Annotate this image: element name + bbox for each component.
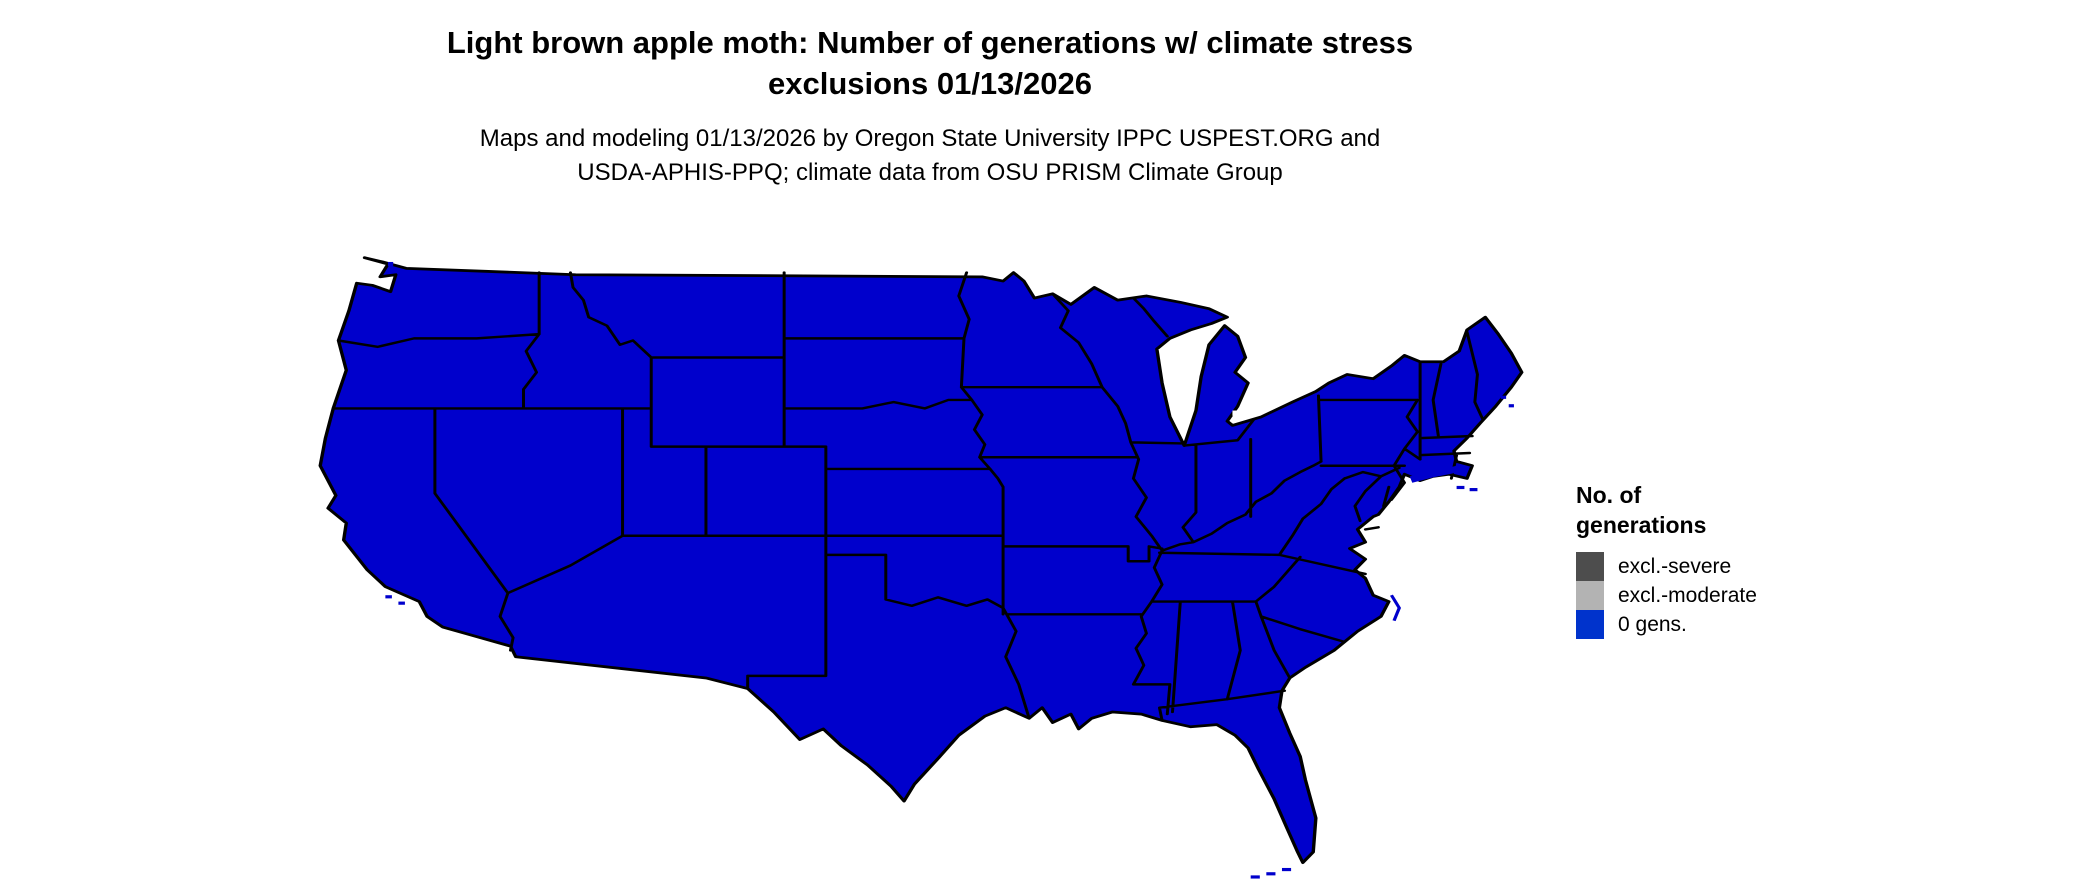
- legend-swatch-excl-moderate: [1576, 581, 1604, 610]
- title-line-1: Light brown apple moth: Number of genera…: [446, 25, 1414, 60]
- us-generations-map: [315, 228, 1540, 886]
- title-line-2: exclusions 01/13/2026: [767, 66, 1092, 101]
- page-subtitle: Maps and modeling 01/13/2026 by Oregon S…: [0, 122, 1860, 190]
- maine-coast-island-1: [1500, 395, 1507, 399]
- us-outline-shape: [318, 256, 1524, 865]
- page-title: Light brown apple moth: Number of genera…: [0, 22, 1860, 104]
- us-map-svg: [318, 256, 1524, 879]
- san-juan-islands: [387, 261, 394, 267]
- subtitle-line-2: USDA-APHIS-PPQ; climate data from OSU PR…: [577, 159, 1283, 186]
- legend-title-line-2: generations: [1576, 512, 1707, 538]
- florida-keys-island-3: [1250, 875, 1260, 879]
- legend-swatch-0-gens: [1576, 610, 1604, 639]
- legend-label-0-gens: 0 gens.: [1618, 612, 1687, 636]
- legend-item-excl-moderate: excl.-moderate: [1576, 581, 1757, 610]
- florida-keys-island-1: [1281, 867, 1292, 872]
- legend-title-line-1: No. of: [1576, 482, 1642, 508]
- maine-coast-island-2: [1508, 404, 1514, 408]
- legend-swatch-excl-severe: [1576, 552, 1604, 581]
- nantucket-island: [1469, 488, 1478, 492]
- map-headings: Light brown apple moth: Number of genera…: [0, 0, 1860, 190]
- outer-banks-island: [1389, 594, 1402, 622]
- marthas-vineyard-island: [1456, 485, 1465, 490]
- legend-label-excl-severe: excl.-severe: [1618, 554, 1732, 578]
- legend-title: No. of generations: [1576, 480, 1757, 540]
- channel-islands-2: [398, 601, 405, 605]
- florida-keys-island-2: [1266, 872, 1276, 876]
- lake-st-clair: [1232, 410, 1239, 416]
- legend-label-excl-moderate: excl.-moderate: [1618, 583, 1757, 607]
- legend-item-excl-severe: excl.-severe: [1576, 552, 1757, 581]
- map-legend: No. of generations excl.-severe excl.-mo…: [1576, 480, 1757, 639]
- channel-islands-1: [385, 595, 392, 599]
- long-island-shape: [1409, 465, 1460, 483]
- subtitle-line-1: Maps and modeling 01/13/2026 by Oregon S…: [479, 125, 1381, 152]
- legend-item-0-gens: 0 gens.: [1576, 610, 1757, 639]
